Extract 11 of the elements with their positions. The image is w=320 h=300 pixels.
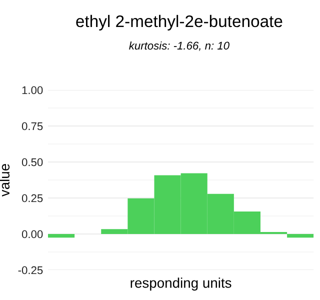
y-tick-label: 0.75	[22, 122, 43, 130]
y-tick-label: 0.25	[22, 194, 43, 202]
chart-title: ethyl 2-methyl-2e-butenoate	[76, 14, 282, 30]
y-tick-label: 1.00	[22, 86, 43, 94]
y-tick-label: 0.00	[22, 230, 43, 238]
bar	[48, 234, 75, 238]
x-axis-title: responding units	[130, 278, 232, 291]
chart-subtitle: kurtosis: -1.66, n: 10	[129, 41, 230, 51]
bar	[287, 234, 314, 238]
y-tick-label: 0.50	[22, 158, 43, 166]
y-tick-label: -0.25	[18, 266, 43, 274]
